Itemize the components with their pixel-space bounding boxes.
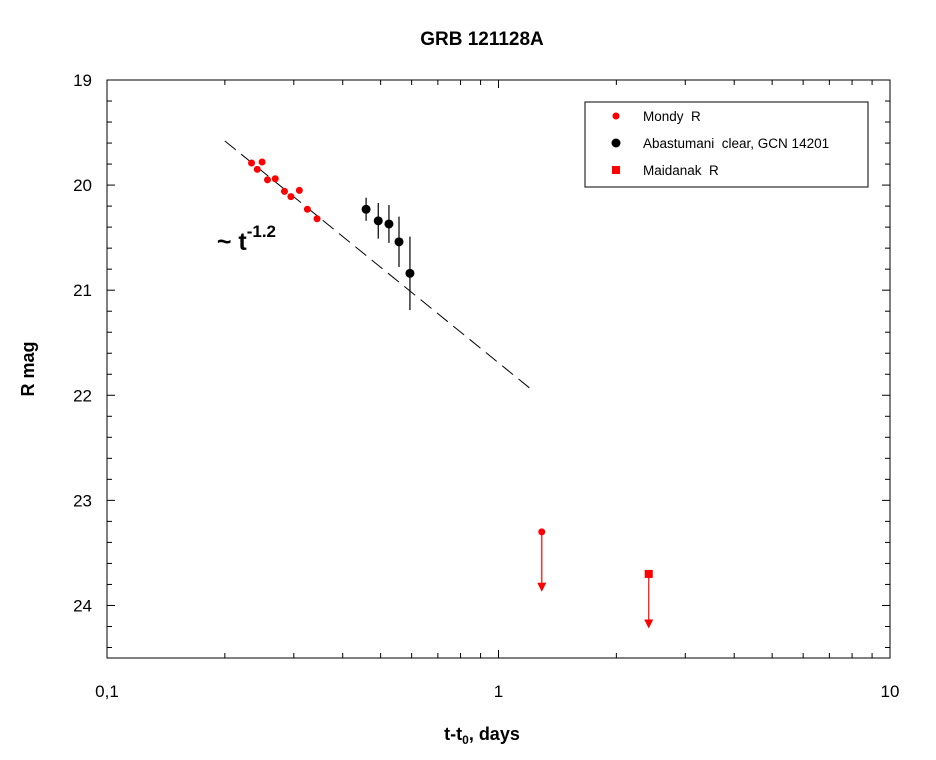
x-axis-label-suffix: , days [469,724,520,744]
data-point [373,216,383,226]
data-point [361,204,371,214]
data-point [280,187,288,195]
x-tick-label: 0,1 [95,682,119,701]
chart-title: GRB 121128A [420,29,544,50]
legend: Mondy R Abastumani clear, GCN 14201 Maidan… [584,101,869,188]
x-axis-label-main: t-t [444,724,462,744]
data-point [303,205,311,213]
fit-label-prefix: ~ t [217,228,248,256]
axis-ticks: 0,1 1 10 19 20 21 22 23 24 [73,71,899,701]
y-tick-label: 23 [73,491,92,510]
upper-limit-point [538,528,546,536]
data-point [384,219,394,229]
legend-label: Mondy R [643,109,701,124]
fit-line-group [224,140,530,389]
y-tick-label: 22 [73,386,92,405]
fit-label: ~ t-1.2 [217,222,276,256]
data-point [405,268,415,278]
fit-label-exponent: -1.2 [247,222,276,241]
legend-label: Maidanak R [643,163,719,178]
data-point [253,165,261,173]
x-axis-label: t-t0, days [444,724,520,747]
data-point [271,175,279,183]
legend-marker [612,112,620,120]
y-tick-label: 19 [73,71,92,90]
legend-marker [612,166,620,174]
data-point [313,215,321,223]
y-tick-label: 24 [73,596,92,615]
x-axis-label-subscript: 0 [462,733,469,747]
fit-line [224,140,530,389]
data-point [263,176,271,184]
y-axis-label: R mag [18,341,38,396]
data-point [258,158,266,166]
legend-label: Abastumani clear, GCN 14201 [643,136,829,151]
upper-limit-arrow [537,582,547,592]
data-point [287,193,295,201]
data-marks [248,158,654,629]
y-tick-label: 20 [73,176,92,195]
data-point [295,186,303,194]
legend-box [584,101,869,188]
y-tick-label: 21 [73,281,92,300]
x-tick-label: 1 [494,682,503,701]
legend-marker [611,138,621,148]
data-point [394,237,404,247]
upper-limit-point [644,569,653,578]
upper-limit-arrow [644,619,654,629]
data-point [248,159,256,167]
x-tick-label: 10 [881,682,900,701]
